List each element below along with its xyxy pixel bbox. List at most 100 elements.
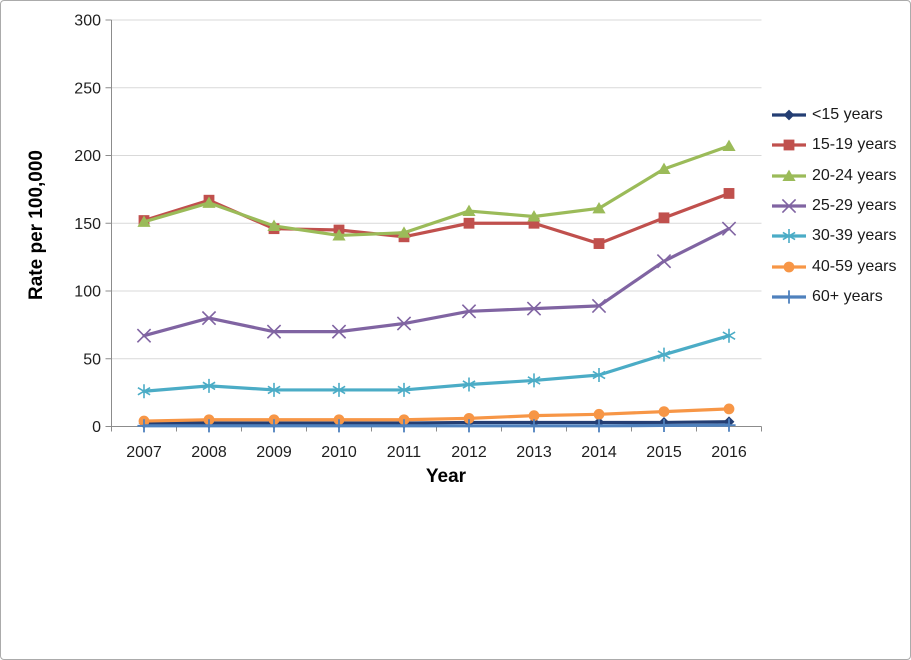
- data-point-marker: [782, 290, 796, 304]
- data-point-marker: [463, 217, 475, 229]
- data-point-marker: [202, 378, 216, 393]
- data-point-marker: [592, 419, 606, 433]
- data-point-marker: [783, 261, 795, 273]
- data-point-marker: [397, 382, 411, 397]
- series-line: [142, 144, 731, 238]
- legend-item: 30-39 years: [771, 221, 897, 251]
- data-point-marker: [267, 382, 281, 397]
- asterisk-legend-marker-icon: [772, 229, 806, 244]
- legend-label: 60+ years: [812, 287, 883, 305]
- y-tick-label: 150: [74, 216, 101, 233]
- data-point-marker: [722, 328, 736, 343]
- diamond-legend-marker-icon: [772, 109, 806, 121]
- y-tick-label: 50: [83, 351, 101, 368]
- legend-label: 20-24 years: [812, 166, 897, 184]
- data-point-marker: [656, 254, 672, 269]
- x-tick-label: 2007: [126, 444, 162, 461]
- data-point-marker: [722, 418, 736, 432]
- x-tick-label: 2012: [451, 444, 487, 461]
- data-point-marker: [526, 301, 542, 316]
- data-point-marker: [781, 198, 797, 214]
- data-point-marker: [463, 412, 475, 424]
- data-point-marker: [593, 238, 605, 249]
- circle-legend-marker-icon: [772, 261, 806, 273]
- series-line: [142, 334, 731, 393]
- x-axis-title: Year: [425, 466, 467, 487]
- legend-item: 60+ years: [771, 282, 897, 312]
- legend-item: <15 years: [771, 100, 897, 130]
- series-60-years: [137, 418, 736, 433]
- y-axis-title: Rate per 100,000: [26, 150, 47, 300]
- legend-label: 30-39 years: [812, 227, 897, 245]
- data-point-marker: [527, 210, 541, 222]
- data-point-marker: [528, 410, 540, 422]
- data-point-marker: [137, 215, 151, 227]
- data-point-marker: [782, 229, 796, 244]
- data-point-marker: [397, 226, 411, 238]
- data-point-marker: [201, 310, 217, 326]
- data-point-marker: [783, 140, 795, 151]
- legend-label: 25-29 years: [812, 197, 897, 215]
- data-point-marker: [462, 419, 476, 433]
- series-line: [142, 407, 731, 423]
- data-point-marker: [462, 204, 476, 217]
- x-tick-label: 2014: [581, 444, 617, 461]
- series-line: [142, 420, 731, 425]
- data-point-marker: [657, 418, 671, 433]
- legend-item: 25-29 years: [771, 191, 897, 221]
- data-point-marker: [136, 328, 152, 343]
- series-line: [142, 423, 731, 428]
- triangle-legend-marker-icon: [772, 169, 806, 181]
- x-tick-label: 2011: [387, 444, 422, 461]
- series-15-19-years: [138, 188, 735, 249]
- data-point-marker: [722, 139, 736, 152]
- data-point-marker: [202, 419, 216, 433]
- data-point-marker: [723, 403, 735, 415]
- data-point-marker: [657, 162, 671, 175]
- x-tick-label: 2010: [321, 444, 357, 461]
- data-point-marker: [658, 406, 670, 417]
- y-tick-label: 200: [74, 148, 101, 165]
- plus-legend-marker-icon: [772, 290, 806, 304]
- data-point-marker: [461, 304, 477, 319]
- data-point-marker: [462, 377, 476, 392]
- x-tick-label: 2015: [646, 444, 682, 461]
- data-point-marker: [527, 373, 541, 388]
- data-point-marker: [332, 229, 346, 241]
- legend-item: 15-19 years: [771, 130, 897, 160]
- y-tick-label: 0: [92, 419, 101, 436]
- series-20-24-years: [137, 139, 736, 241]
- y-tick-label: 300: [74, 13, 101, 30]
- data-point-marker: [137, 384, 151, 399]
- legend-label: <15 years: [812, 106, 883, 124]
- data-point-marker: [783, 109, 795, 121]
- data-point-marker: [527, 419, 541, 433]
- data-point-marker: [592, 201, 606, 214]
- data-point-marker: [332, 419, 346, 433]
- series-40-59-years: [138, 403, 735, 427]
- x-legend-marker-icon: [772, 198, 806, 214]
- y-tick-label: 250: [74, 80, 101, 97]
- data-point-marker: [591, 298, 607, 314]
- x-tick-label: 2013: [516, 444, 552, 461]
- series-30-39-years: [137, 328, 736, 399]
- data-point-marker: [331, 324, 347, 339]
- x-tick-label: 2009: [256, 444, 292, 461]
- data-point-marker: [267, 219, 281, 231]
- series-line: [142, 227, 731, 338]
- series-25-29-years: [136, 221, 737, 343]
- data-point-marker: [592, 368, 606, 383]
- data-point-marker: [658, 212, 670, 224]
- data-point-marker: [721, 221, 737, 236]
- data-point-marker: [657, 347, 671, 362]
- data-point-marker: [137, 419, 151, 433]
- data-point-marker: [267, 419, 281, 433]
- data-point-marker: [396, 316, 412, 331]
- data-point-marker: [332, 382, 346, 397]
- data-point-marker: [593, 408, 605, 420]
- legend-label: 15-19 years: [812, 136, 897, 154]
- data-point-marker: [202, 196, 216, 208]
- x-tick-label: 2008: [191, 444, 227, 461]
